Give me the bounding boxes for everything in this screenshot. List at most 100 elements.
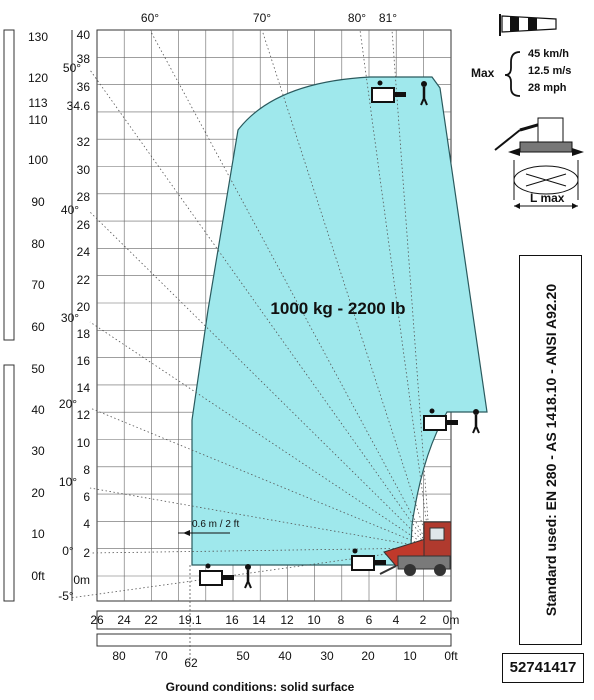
- height-ft-scale-upper: [3, 29, 15, 341]
- height-ft-tick: 30: [31, 444, 45, 458]
- height-m-tick: 34.6: [67, 99, 91, 113]
- standard-panel: Standard used: EN 280 - AS 1418.10 - ANS…: [519, 255, 582, 645]
- reach-ft-tick: 62: [184, 656, 198, 670]
- wind-speed-kmh: 45 km/h: [528, 48, 569, 60]
- angle-label: 81°: [379, 11, 397, 25]
- angle-label: 10°: [59, 475, 77, 489]
- angle-ray: [89, 407, 431, 549]
- wind-speed-ms: 12.5 m/s: [528, 65, 572, 77]
- reach-m-tick: 12: [280, 613, 294, 627]
- height-m-tick: 4: [83, 517, 90, 531]
- scale-ticks: 40 38 36 34.6 32 30 28 26 24 22 20 18 16 14 12 10 8 6 4 2 0m…: [28, 28, 459, 670]
- platform-icon-top: [371, 80, 428, 106]
- working-envelope: [191, 76, 488, 566]
- height-m-tick: 28: [77, 190, 91, 204]
- height-ft-tick: 110: [28, 113, 47, 127]
- height-m-tick: 30: [77, 163, 91, 177]
- reach-ft-tick: 20: [361, 649, 375, 663]
- wind-max-label: Max: [471, 66, 495, 80]
- height-m-tick: 36: [77, 80, 91, 94]
- reach-m-tick: 6: [366, 613, 373, 627]
- reach-m-tick: 8: [338, 613, 345, 627]
- height-ft-tick: 60: [31, 320, 45, 334]
- stabilizer-icon: [494, 117, 584, 209]
- height-m-tick: 40: [77, 28, 91, 42]
- angle-ray: [89, 69, 431, 549]
- height-m-tick: 10: [77, 436, 91, 450]
- angle-label: 0°: [62, 544, 74, 558]
- height-m-tick: 20: [77, 300, 91, 314]
- reach-ft-tick: 10: [403, 649, 417, 663]
- platform-icon-right: [423, 408, 480, 434]
- angle-label: -5°: [58, 589, 74, 603]
- height-m-tick: 14: [77, 381, 91, 395]
- ground-conditions: Ground conditions: solid surface: [165, 680, 355, 694]
- angle-ray: [391, 29, 431, 549]
- height-ft-tick: 40: [31, 403, 45, 417]
- height-m-tick: 0m: [73, 573, 90, 587]
- wind-brace-icon: [504, 51, 521, 97]
- reach-ft-tick: 80: [112, 649, 126, 663]
- reach-m-tick: 24: [117, 613, 131, 627]
- reach-m-tick: 22: [144, 613, 158, 627]
- standard-text: Standard used: EN 280 - AS 1418.10 - ANS…: [542, 283, 559, 617]
- reach-m-tick: 0m: [443, 613, 460, 627]
- height-ft-tick: 10: [31, 527, 45, 541]
- reach-ft-scale: [96, 633, 452, 647]
- reach-m-tick: 26: [90, 613, 104, 627]
- height-ft-tick: 113: [28, 96, 47, 110]
- angle-ray: [89, 321, 431, 549]
- stabilizer-label: L max: [530, 191, 565, 205]
- model-code: 52741417: [502, 653, 584, 683]
- height-ft-tick: 20: [31, 486, 45, 500]
- height-ft-tick: 100: [28, 153, 48, 167]
- angle-label: 80°: [348, 11, 366, 25]
- machine-icon: [379, 521, 452, 576]
- height-m-tick: 16: [77, 354, 91, 368]
- angle-ray: [359, 29, 431, 549]
- height-ft-tick: 0ft: [31, 569, 45, 583]
- height-ft-tick: 50: [31, 362, 45, 376]
- capacity-label: 1000 kg - 2200 lb: [270, 299, 405, 318]
- reach-m-tick: 4: [393, 613, 400, 627]
- height-ft-scale-lower: [3, 364, 15, 602]
- angle-label: 70°: [253, 11, 271, 25]
- height-ft-tick: 130: [28, 30, 48, 44]
- reach-ft-tick: 50: [236, 649, 250, 663]
- height-m-tick: 18: [77, 327, 91, 341]
- angle-rays: 60° 70° 80° 81°50°40°30°20°10°0°-5°: [58, 11, 431, 603]
- platform-icon-bottom-mid: [351, 548, 386, 571]
- reach-m-tick: 19.1: [178, 613, 202, 627]
- height-ft-tick: 70: [31, 278, 45, 292]
- reach-m-tick: 10: [307, 613, 321, 627]
- height-ft-tick: 90: [31, 195, 45, 209]
- angle-ray: [89, 487, 431, 549]
- height-m-tick: 22: [77, 273, 91, 287]
- reach-ft-tick: 40: [278, 649, 292, 663]
- wind-speed-mph: 28 mph: [528, 82, 567, 94]
- height-m-tick: 38: [77, 52, 91, 66]
- height-m-tick: 24: [77, 245, 91, 259]
- reach-m-tick: 14: [252, 613, 266, 627]
- height-m-tick: 32: [77, 135, 91, 149]
- height-m-tick: 12: [77, 408, 91, 422]
- angle-label: 30°: [61, 311, 79, 325]
- reach-ft-tick: 30: [320, 649, 334, 663]
- height-m-tick: 8: [83, 463, 90, 477]
- reach-m-scale: [96, 610, 452, 630]
- reach-m-tick: 2: [420, 613, 427, 627]
- windsock-icon: [499, 14, 557, 36]
- angle-label: 60°: [141, 11, 159, 25]
- clearance-label: 0.6 m / 2 ft: [192, 519, 239, 530]
- reach-ft-tick: 70: [154, 649, 168, 663]
- clearance-arrow-head: [183, 530, 190, 536]
- angle-label: 40°: [61, 203, 79, 217]
- height-m-tick: 26: [77, 218, 91, 232]
- height-ft-tick: 80: [31, 237, 45, 251]
- platform-icon-bottom-left: [199, 563, 252, 589]
- reach-ft-tick: 0ft: [444, 649, 458, 663]
- height-m-tick: 6: [83, 490, 90, 504]
- angle-ray: [89, 547, 431, 554]
